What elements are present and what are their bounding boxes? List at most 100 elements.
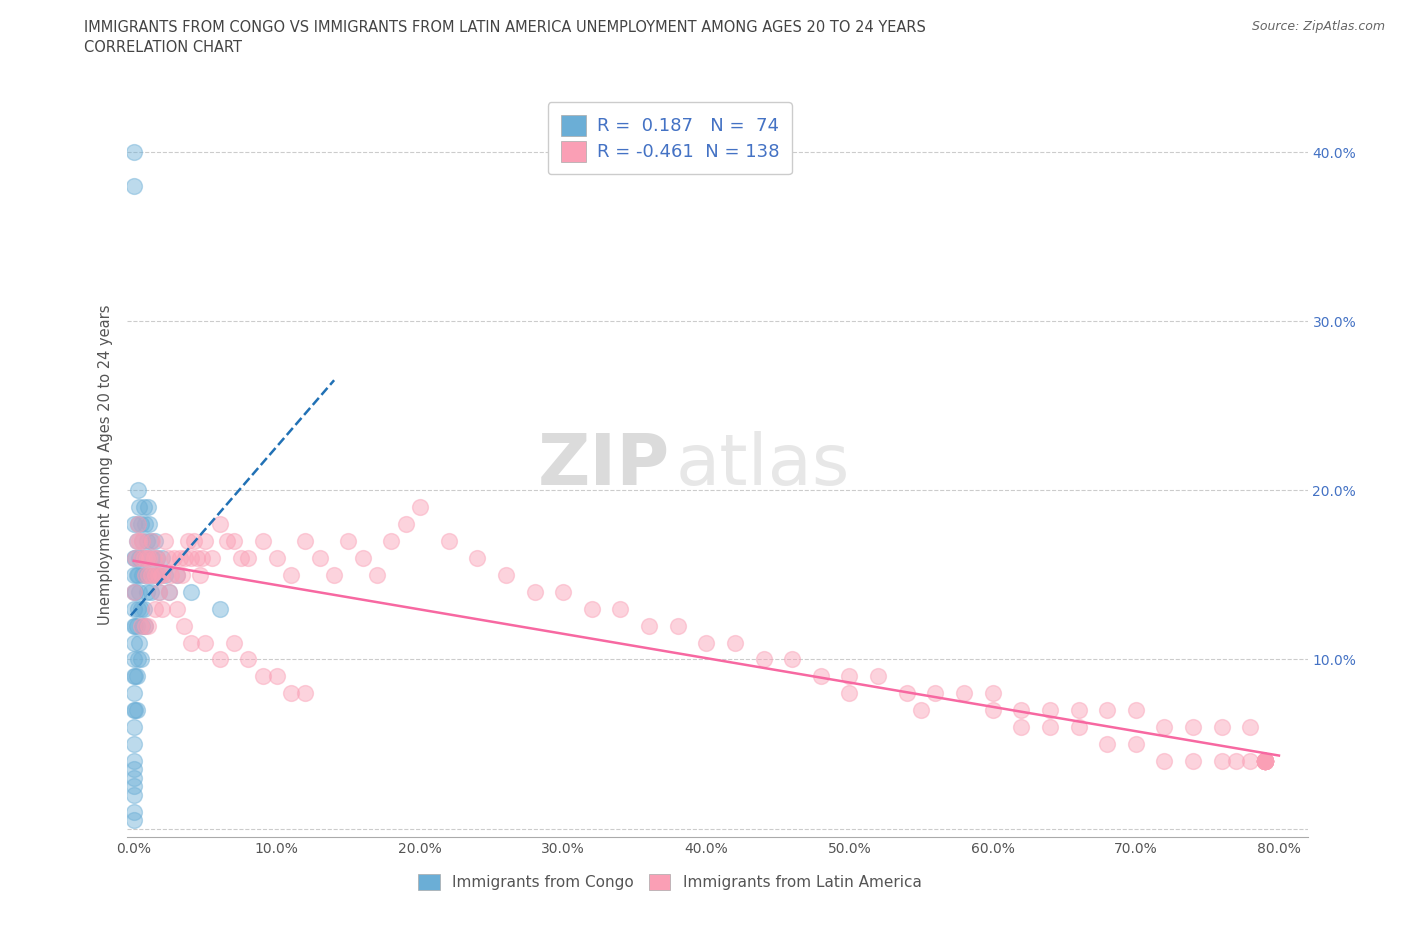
Point [124, 703, 146, 718]
Point [136, 499, 159, 514]
Point [122, 762, 145, 777]
Point [125, 618, 148, 633]
Point [122, 813, 145, 828]
Point [145, 551, 167, 565]
Point [208, 602, 231, 617]
Point [148, 584, 170, 599]
Point [122, 618, 145, 633]
Point [135, 584, 157, 599]
Point [132, 602, 155, 617]
Point [146, 567, 169, 582]
Point [125, 534, 148, 549]
Point [145, 551, 167, 565]
Point [1125, 703, 1147, 718]
Point [124, 551, 146, 565]
Point [1253, 753, 1275, 768]
Point [127, 517, 149, 532]
Point [135, 551, 157, 565]
Point [1225, 753, 1247, 768]
Point [143, 567, 166, 582]
Point [122, 753, 145, 768]
Point [523, 584, 546, 599]
Point [294, 685, 316, 700]
Point [142, 567, 165, 582]
Point [122, 567, 145, 582]
Point [149, 567, 172, 582]
Point [695, 635, 717, 650]
Point [323, 567, 346, 582]
Point [125, 703, 148, 718]
Point [924, 685, 946, 700]
Point [366, 567, 388, 582]
Point [180, 584, 202, 599]
Point [124, 551, 146, 565]
Point [128, 551, 150, 565]
Point [122, 584, 145, 599]
Point [172, 567, 194, 582]
Point [1253, 753, 1275, 768]
Point [1253, 753, 1275, 768]
Point [1010, 720, 1032, 735]
Point [352, 551, 374, 565]
Point [186, 551, 208, 565]
Text: IMMIGRANTS FROM CONGO VS IMMIGRANTS FROM LATIN AMERICA UNEMPLOYMENT AMONG AGES 2: IMMIGRANTS FROM CONGO VS IMMIGRANTS FROM… [84, 20, 927, 35]
Point [132, 551, 155, 565]
Point [122, 602, 145, 617]
Point [160, 567, 183, 582]
Point [308, 551, 330, 565]
Point [1253, 753, 1275, 768]
Point [495, 567, 517, 582]
Point [124, 584, 146, 599]
Point [129, 551, 152, 565]
Point [141, 534, 163, 549]
Point [222, 635, 245, 650]
Point [238, 652, 260, 667]
Point [143, 534, 166, 549]
Point [153, 567, 176, 582]
Point [1253, 753, 1275, 768]
Point [122, 778, 145, 793]
Point [1253, 753, 1275, 768]
Point [128, 499, 150, 514]
Point [294, 534, 316, 549]
Point [252, 534, 274, 549]
Point [953, 685, 976, 700]
Point [138, 551, 160, 565]
Point [125, 534, 148, 549]
Point [134, 618, 156, 633]
Point [136, 618, 159, 633]
Text: ZIP: ZIP [537, 431, 669, 499]
Point [191, 551, 214, 565]
Point [153, 534, 176, 549]
Point [146, 567, 169, 582]
Point [141, 551, 163, 565]
Point [131, 534, 153, 549]
Point [1039, 720, 1062, 735]
Point [266, 551, 288, 565]
Point [159, 584, 181, 599]
Point [122, 685, 145, 700]
Point [838, 685, 860, 700]
Point [201, 551, 224, 565]
Point [1239, 753, 1261, 768]
Point [128, 635, 150, 650]
Point [810, 669, 832, 684]
Point [169, 551, 191, 565]
Point [1253, 753, 1275, 768]
Point [1153, 753, 1175, 768]
Point [1067, 703, 1090, 718]
Point [1067, 720, 1090, 735]
Point [132, 551, 155, 565]
Point [229, 551, 252, 565]
Point [139, 534, 162, 549]
Point [134, 567, 156, 582]
Point [122, 635, 145, 650]
Point [159, 584, 181, 599]
Point [280, 567, 302, 582]
Point [122, 720, 145, 735]
Point [238, 551, 260, 565]
Point [127, 567, 149, 582]
Point [122, 179, 145, 193]
Point [395, 517, 418, 532]
Point [142, 551, 165, 565]
